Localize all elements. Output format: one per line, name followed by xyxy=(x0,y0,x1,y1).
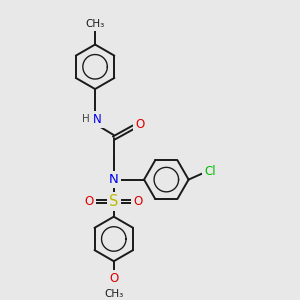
Text: O: O xyxy=(135,118,144,130)
Text: N: N xyxy=(93,113,102,126)
Text: O: O xyxy=(134,195,143,208)
Text: O: O xyxy=(109,272,119,285)
Text: CH₃: CH₃ xyxy=(104,290,123,299)
Text: H: H xyxy=(82,114,89,124)
Text: Cl: Cl xyxy=(204,165,216,178)
Text: CH₃: CH₃ xyxy=(85,19,105,29)
Text: N: N xyxy=(109,173,119,186)
Text: O: O xyxy=(85,195,94,208)
Text: S: S xyxy=(109,194,119,209)
